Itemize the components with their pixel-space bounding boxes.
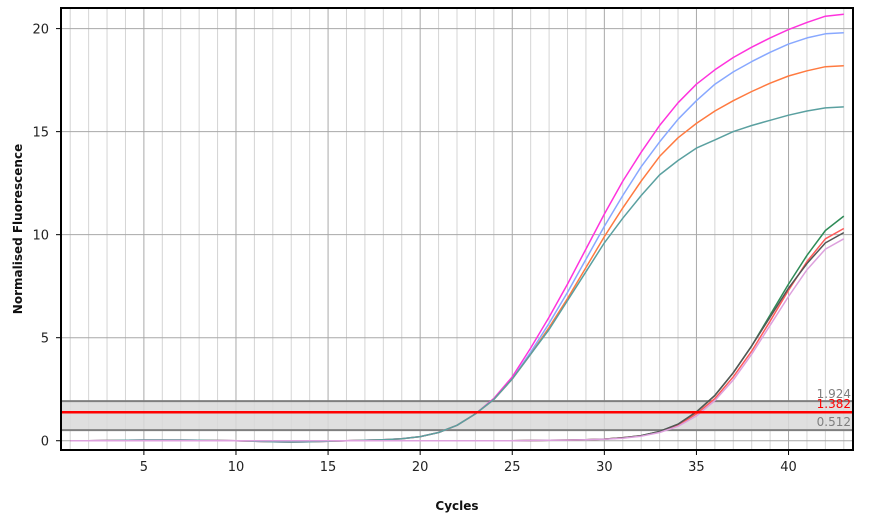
x-tick-label: 40 <box>780 460 797 475</box>
threshold-label: 1.382 <box>817 397 851 411</box>
y-tick-label: 10 <box>32 229 49 244</box>
y-axis-title: Normalised Fluorescence <box>11 144 25 314</box>
y-tick-label: 5 <box>41 332 49 347</box>
axis-ticks: 5 10 15 20 25 30 35 40 0 5 10 15 20 <box>32 23 796 475</box>
series-lines <box>61 13 853 443</box>
x-tick-label: 5 <box>140 460 148 475</box>
y-tick-label: 15 <box>32 126 49 141</box>
x-tick-label: 10 <box>228 460 245 475</box>
x-tick-label: 30 <box>596 460 613 475</box>
y-tick-label: 20 <box>32 23 49 38</box>
lower-bound-label: 0.512 <box>817 415 851 429</box>
x-tick-label: 20 <box>412 460 429 475</box>
x-tick-label: 35 <box>688 460 705 475</box>
x-tick-label: 15 <box>320 460 337 475</box>
x-axis-title: Cycles <box>435 499 478 513</box>
grid-lines <box>61 8 853 450</box>
x-tick-label: 25 <box>504 460 521 475</box>
y-tick-label: 0 <box>41 435 49 450</box>
plot-frame <box>60 7 854 451</box>
upper-bound-label: 1.924 <box>817 387 851 401</box>
series-line-8 <box>70 238 845 442</box>
